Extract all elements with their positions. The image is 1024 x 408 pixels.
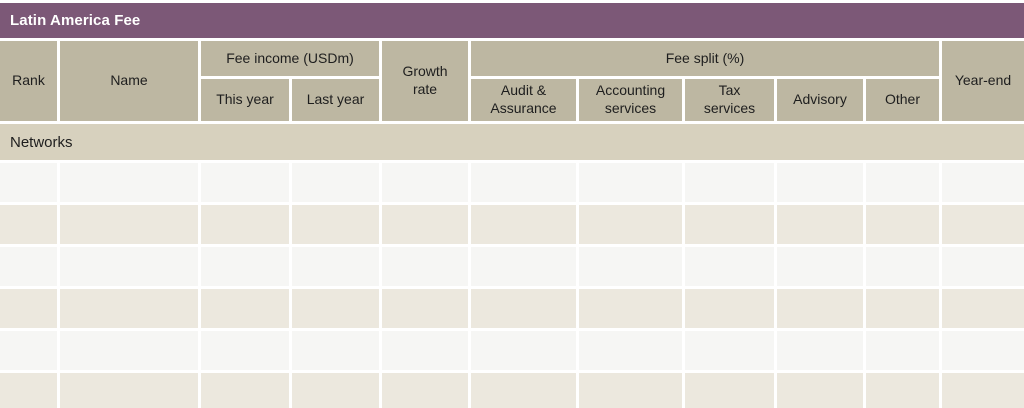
table-cell <box>201 163 289 202</box>
table-cell <box>685 331 774 370</box>
table-cell <box>60 247 198 286</box>
column-header-name: Name <box>60 41 198 121</box>
table-cell <box>292 163 379 202</box>
table-cell <box>0 205 57 244</box>
table-cell <box>866 289 939 328</box>
table-cell <box>579 205 682 244</box>
table-cell <box>471 247 576 286</box>
table-cell <box>292 205 379 244</box>
table-cell <box>0 163 57 202</box>
table-cell <box>382 205 468 244</box>
table-cell <box>685 205 774 244</box>
column-header-advisory: Advisory <box>777 79 863 121</box>
table-cell <box>866 373 939 408</box>
table-cell <box>866 163 939 202</box>
table-cell <box>201 205 289 244</box>
table-cell <box>471 205 576 244</box>
column-header-this-year: This year <box>201 79 289 121</box>
table-cell <box>866 247 939 286</box>
column-header-audit-assurance: Audit & Assurance <box>471 79 576 121</box>
table-cell <box>942 289 1024 328</box>
table-cell <box>579 247 682 286</box>
table-cell <box>471 331 576 370</box>
table-cell <box>866 205 939 244</box>
table-cell <box>201 247 289 286</box>
table-cell <box>685 163 774 202</box>
table-cell <box>942 373 1024 408</box>
table-cell <box>60 163 198 202</box>
table-cell <box>579 289 682 328</box>
table-cell <box>292 373 379 408</box>
table-cell <box>60 289 198 328</box>
column-header-tax-services: Tax services <box>685 79 774 121</box>
column-header-accounting-services: Accounting services <box>579 79 682 121</box>
table-cell <box>0 247 57 286</box>
section-row-networks: Networks <box>0 124 1024 160</box>
table-cell <box>382 289 468 328</box>
table-cell <box>579 373 682 408</box>
table-body <box>0 163 1024 408</box>
table-cell <box>777 247 863 286</box>
table-cell <box>60 373 198 408</box>
table-cell <box>942 247 1024 286</box>
table-cell <box>201 289 289 328</box>
table-cell <box>471 163 576 202</box>
table-cell <box>0 331 57 370</box>
table-cell <box>292 247 379 286</box>
table-cell <box>201 373 289 408</box>
column-header-other: Other <box>866 79 939 121</box>
table-cell <box>777 205 863 244</box>
table-cell <box>777 163 863 202</box>
table-cell <box>201 331 289 370</box>
table-cell <box>0 373 57 408</box>
table-cell <box>866 331 939 370</box>
table-cell <box>685 373 774 408</box>
column-header-year-end: Year-end <box>942 41 1024 121</box>
table-cell <box>777 331 863 370</box>
table-cell <box>382 373 468 408</box>
table-title: Latin America Fee <box>10 12 141 29</box>
table-cell <box>382 247 468 286</box>
table-cell <box>60 331 198 370</box>
table-header: Rank Name Fee income (USDm) This year La… <box>0 41 1024 121</box>
column-group-fee-income: Fee income (USDm) <box>201 41 379 76</box>
table-cell <box>382 163 468 202</box>
table-cell <box>942 205 1024 244</box>
table-cell <box>777 289 863 328</box>
table-cell <box>777 373 863 408</box>
table-cell <box>685 289 774 328</box>
table-cell <box>471 289 576 328</box>
column-header-rank: Rank <box>0 41 57 121</box>
table-cell <box>292 331 379 370</box>
column-header-growth-rate: Growth rate <box>382 41 468 121</box>
column-header-last-year: Last year <box>292 79 379 121</box>
table-cell <box>579 163 682 202</box>
table-cell <box>382 331 468 370</box>
table-cell <box>579 331 682 370</box>
table-cell <box>60 205 198 244</box>
table-title-bar: Latin America Fee <box>0 3 1024 38</box>
table-cell <box>685 247 774 286</box>
column-group-fee-split: Fee split (%) <box>471 41 939 76</box>
table-cell <box>0 289 57 328</box>
section-label: Networks <box>10 133 73 151</box>
table-cell <box>942 163 1024 202</box>
table-cell <box>471 373 576 408</box>
table-cell <box>942 331 1024 370</box>
table-cell <box>292 289 379 328</box>
